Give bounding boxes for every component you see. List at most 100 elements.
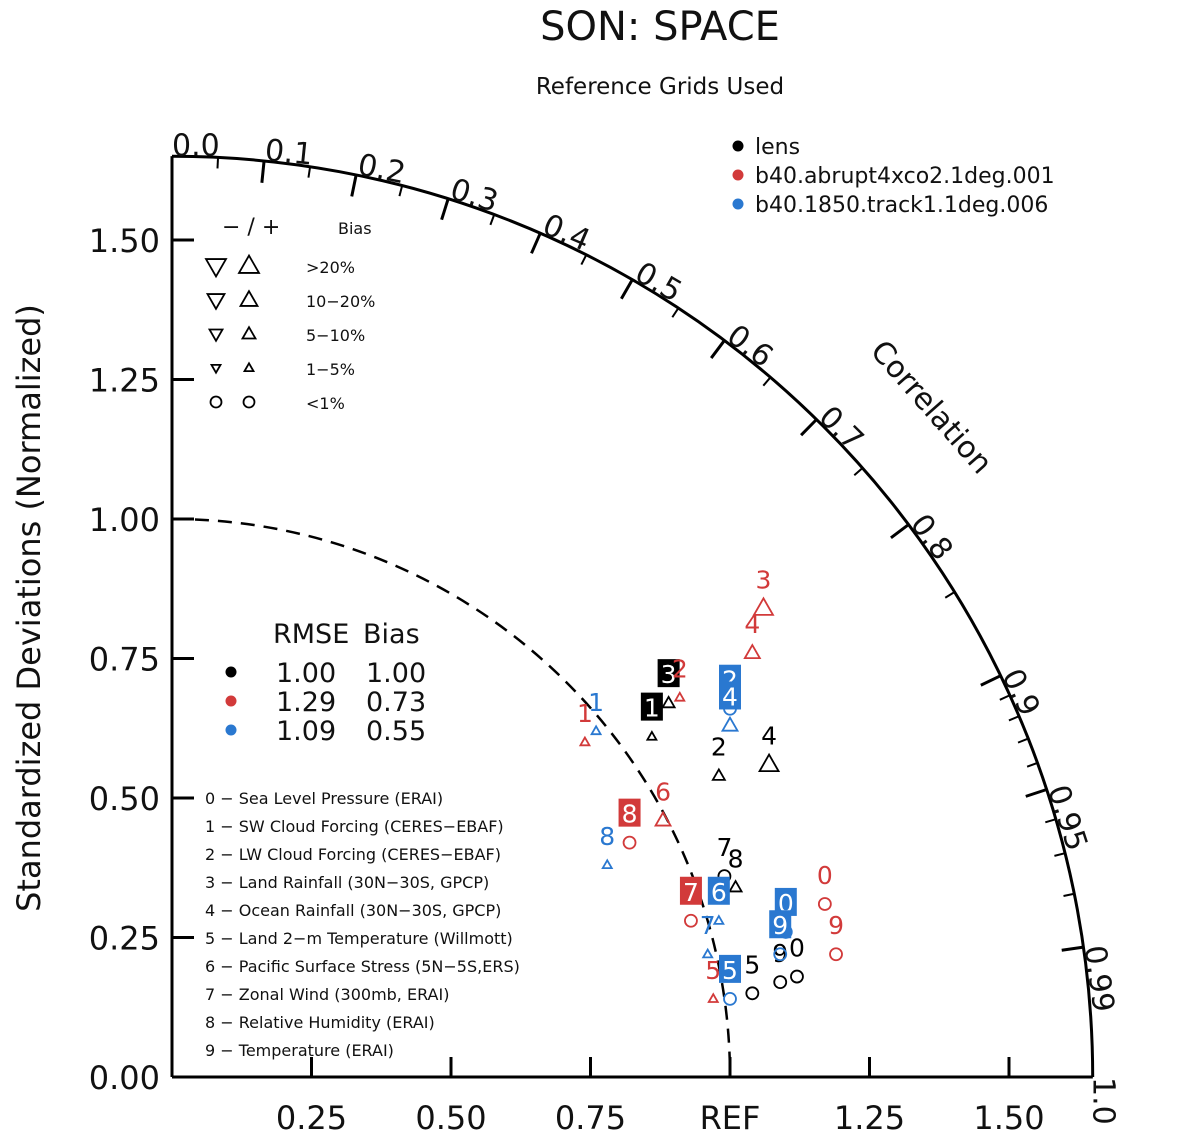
corr-minor-tick <box>1008 715 1020 722</box>
corr-major-tick <box>890 523 910 539</box>
variable-list-item: 4 − Ocean Rainfall (30N−30S, GPCP) <box>205 901 501 920</box>
data-point-label: 1 <box>577 699 593 728</box>
data-point-label: 4 <box>744 610 760 639</box>
corr-tick-label: 0.99 <box>1077 943 1121 1014</box>
bias-key-triangle-up <box>242 361 256 373</box>
data-point-marker <box>622 835 637 850</box>
data-point-marker <box>745 986 760 1001</box>
bias-key-triangle-up <box>238 289 260 307</box>
variable-list: 0 − Sea Level Pressure (ERAI) 1 − SW Clou… <box>205 789 520 1060</box>
data-point-marker <box>743 643 762 660</box>
variable-list-item: 9 − Temperature (ERAI) <box>205 1041 394 1060</box>
variable-list-item: 6 − Pacific Surface Stress (5N−5S,ERS) <box>205 957 520 976</box>
corr-tick-label: 0.3 <box>446 172 502 220</box>
stats-dot <box>225 695 237 707</box>
bias-key-label: 5−10% <box>306 326 365 345</box>
data-point-marker <box>645 730 658 741</box>
corr-minor-tick <box>307 166 312 178</box>
data-point-marker <box>728 879 744 893</box>
data-point-label: 7 <box>700 911 716 940</box>
legend-dot <box>732 169 744 181</box>
corr-minor-tick <box>580 254 588 266</box>
data-point-label-box <box>679 876 702 905</box>
data-point-marker <box>661 695 677 709</box>
data-point-label: 2 <box>711 733 727 762</box>
data-point-marker <box>758 752 781 773</box>
stats-rmse-value: 1.09 <box>276 716 336 747</box>
corr-major-tick <box>260 160 266 183</box>
corr-major-tick <box>710 339 726 359</box>
data-point-marker <box>752 596 775 616</box>
variable-list-item: 1 − SW Cloud Forcing (CERES−EBAF) <box>205 817 504 836</box>
variable-list-item: 5 − Land 2−m Temperature (Willmott) <box>205 929 513 948</box>
bias-key-triangle-down <box>207 328 225 343</box>
x-tick-label: 1.50 <box>973 1099 1044 1135</box>
y-tick-label: 0.25 <box>89 920 160 958</box>
corr-minor-tick <box>489 214 496 226</box>
corr-major-tick <box>350 174 358 197</box>
bias-key-header: − / + <box>222 215 280 240</box>
data-point-marker <box>578 735 591 747</box>
corr-minor-tick <box>1017 737 1029 744</box>
data-point-label: 4 <box>722 682 738 711</box>
data-point-label: 5 <box>705 956 721 985</box>
corr-minor-tick <box>1063 892 1075 897</box>
y-tick-label: 0.00 <box>89 1059 160 1097</box>
stats-header-rmse: RMSE <box>273 619 349 650</box>
std-axes: 0.000.250.500.751.001.251.500.25 0.50 0.75… <box>89 222 1045 1135</box>
data-point-label: 3 <box>756 565 772 594</box>
bias-key: − / + Bias >20% 10−20% 5−10% 1−5% <1% <box>204 215 375 413</box>
corr-minor-tick <box>999 694 1011 701</box>
bias-key-triangle-up <box>237 253 261 274</box>
x-tick-label: 0.25 <box>276 1099 347 1135</box>
x-tick-label: 0.50 <box>415 1099 486 1135</box>
variable-list-item: 7 − Zonal Wind (300mb, ERAI) <box>205 985 449 1004</box>
corr-tick-label: 0.1 <box>263 133 314 173</box>
data-point-marker <box>707 992 720 1003</box>
corr-tick-label: 0.7 <box>812 399 871 457</box>
data-point-label: 6 <box>655 777 671 806</box>
data-point-marker <box>673 691 686 702</box>
bias-key-label: 10−20% <box>306 292 375 311</box>
variable-list-item: 3 − Land Rainfall (30N−30S, GPCP) <box>205 873 489 892</box>
x-tick-label: 0.75 <box>555 1099 626 1135</box>
bias-key-triangle-down <box>205 293 227 311</box>
corr-tick-label: 0.0 <box>172 128 220 163</box>
stats-bias-value: 1.00 <box>366 658 426 689</box>
bias-key-circle-minus <box>209 395 223 409</box>
correlation-label: Correlation <box>863 334 999 481</box>
data-point-label: 8 <box>599 822 615 851</box>
reference-arc <box>171 517 732 1078</box>
bias-key-triangle-down <box>204 258 228 279</box>
data-point-label: 3 <box>661 660 677 689</box>
stats-rmse-value: 1.00 <box>276 658 336 689</box>
data-point-marker <box>720 715 740 732</box>
data-point-label: 2 <box>672 655 688 684</box>
corr-tick-label: 0.6 <box>720 318 779 375</box>
data-point-marker <box>773 975 788 990</box>
legend-entry: lens <box>755 135 800 160</box>
data-point-label: 9 <box>772 939 788 968</box>
bias-key-label: >20% <box>306 258 355 277</box>
diagram-frame <box>170 154 1095 1079</box>
data-point-label: 5 <box>722 956 738 985</box>
data-point-label-box <box>640 692 663 721</box>
data-point-label-box <box>774 887 797 916</box>
corr-tick-label: 0.95 <box>1040 781 1094 855</box>
bias-key-header-bias: Bias <box>338 219 372 238</box>
chart-subtitle: Reference Grids Used <box>536 74 784 100</box>
legend-entry: b40.abrupt4xco2.1deg.001 <box>755 164 1055 189</box>
corr-minor-tick <box>1026 761 1038 768</box>
corr-tick-label: 0.2 <box>355 147 409 191</box>
x-tick-label: 1.25 <box>834 1099 905 1135</box>
data-point-label: 1 <box>588 688 604 717</box>
data-point-marker <box>711 767 727 781</box>
stats-dot <box>225 724 237 736</box>
chart-title: SON: SPACE <box>540 4 780 50</box>
data-point-marker <box>701 947 714 959</box>
corr-tick-label: 0.5 <box>629 255 688 309</box>
data-point-label-box <box>707 876 730 905</box>
data-point-label: 4 <box>761 722 777 751</box>
bias-key-triangle-up <box>240 325 258 340</box>
